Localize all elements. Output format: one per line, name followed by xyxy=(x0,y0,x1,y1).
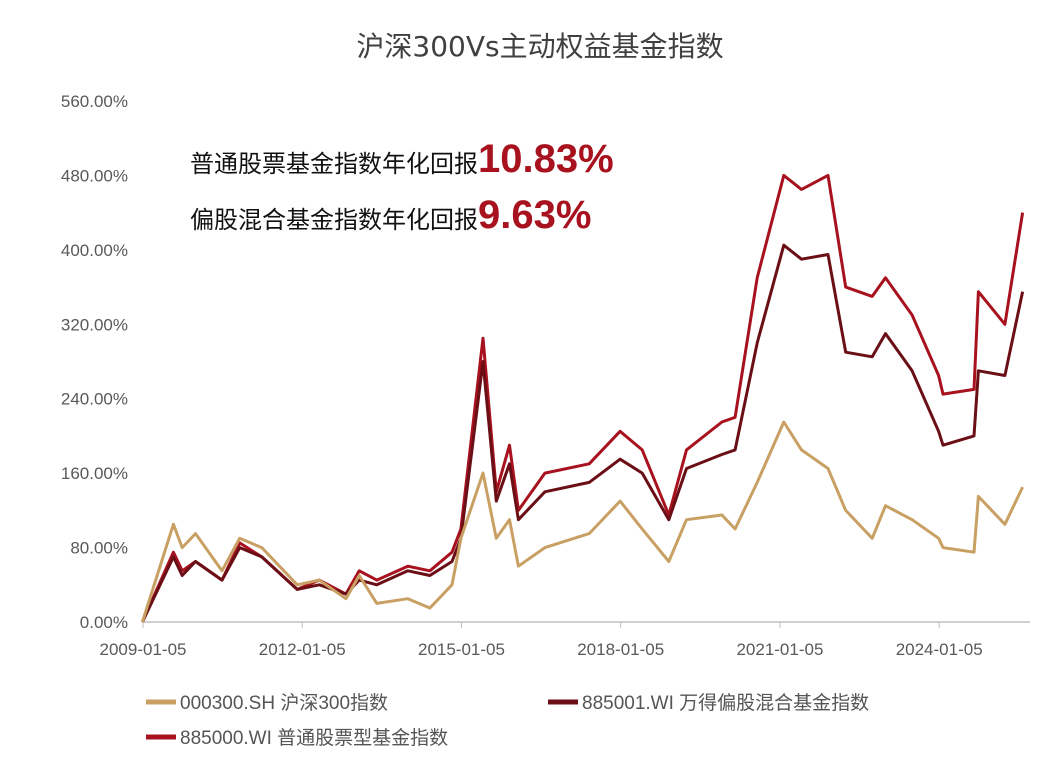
series-line-2 xyxy=(141,173,1025,623)
x-tick-label: 2012-01-05 xyxy=(259,640,346,659)
y-tick-label: 240.00% xyxy=(61,390,128,409)
annotation-label: 普通股票基金指数年化回报 xyxy=(190,150,478,178)
y-tick-label: 560.00% xyxy=(61,92,128,111)
y-tick-label: 320.00% xyxy=(61,315,128,334)
svg-text:普通股票基金指数年化回报10.83%: 普通股票基金指数年化回报10.83% xyxy=(190,137,614,181)
x-tick-label: 2015-01-05 xyxy=(418,640,505,659)
y-tick-label: 160.00% xyxy=(61,464,128,483)
y-tick-label: 0.00% xyxy=(80,613,128,632)
series-line-0 xyxy=(140,420,1024,623)
annotation-label: 偏股混合基金指数年化回报 xyxy=(190,206,478,234)
chart-title: 沪深300Vs主动权益基金指数 xyxy=(356,30,723,63)
annotation-1: 普通股票基金指数年化回报10.83% xyxy=(190,137,614,181)
legend-item: 885000.WI 普通股票型基金指数 xyxy=(146,727,448,749)
y-tick-label: 480.00% xyxy=(61,166,128,185)
y-tick-label: 400.00% xyxy=(61,241,128,260)
legend-item: 000300.SH 沪深300指数 xyxy=(146,692,388,714)
x-tick-label: 2018-01-05 xyxy=(577,640,664,659)
legend-label: 000300.SH 沪深300指数 xyxy=(180,692,388,714)
annotation-value: 9.63% xyxy=(478,193,591,237)
x-tick-label: 2024-01-05 xyxy=(896,640,983,659)
series-line-1 xyxy=(141,243,1025,623)
legend: 000300.SH 沪深300指数 885001.WI 万得偏股混合基金指数 8… xyxy=(146,692,869,749)
annotation-2: 偏股混合基金指数年化回报9.63% xyxy=(190,193,591,237)
legend-label: 885000.WI 普通股票型基金指数 xyxy=(180,727,448,749)
y-tick-label: 80.00% xyxy=(70,539,128,558)
legend-item: 885001.WI 万得偏股混合基金指数 xyxy=(548,692,869,714)
x-tick-label: 2009-01-05 xyxy=(100,640,187,659)
annotation-value: 10.83% xyxy=(478,137,614,181)
svg-text:偏股混合基金指数年化回报9.63%: 偏股混合基金指数年化回报9.63% xyxy=(190,193,591,237)
x-tick-label: 2021-01-05 xyxy=(736,640,823,659)
legend-label: 885001.WI 万得偏股混合基金指数 xyxy=(582,692,869,714)
